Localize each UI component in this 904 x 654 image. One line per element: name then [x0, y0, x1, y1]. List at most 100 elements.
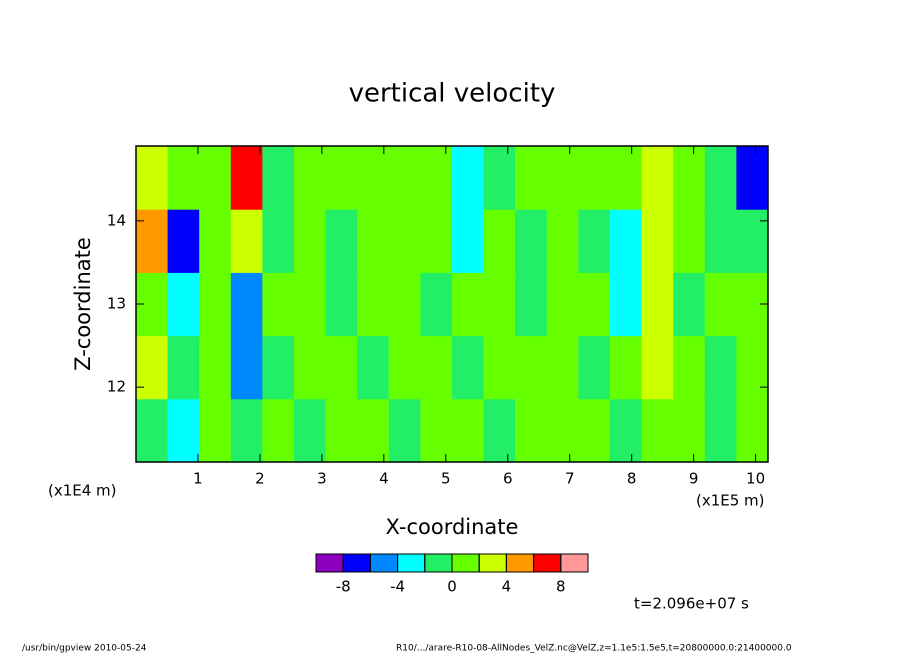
heat-cell [294, 398, 327, 463]
heat-cell [483, 209, 516, 273]
time-label: t=2.096e+07 s [634, 595, 749, 613]
colorbar-box [424, 553, 453, 573]
heat-cell [262, 209, 295, 273]
heat-cell [357, 209, 390, 273]
heat-cell [262, 146, 295, 210]
heat-cell [167, 272, 200, 337]
heat-cell [704, 272, 737, 337]
heat-cell [736, 335, 769, 400]
heat-cell [388, 146, 421, 210]
heat-cell [325, 146, 358, 210]
x-tick-label: 8 [627, 470, 637, 488]
heat-cell [388, 398, 421, 463]
heat-cell [546, 398, 579, 463]
heat-cell [325, 272, 358, 337]
colorbar-box [315, 553, 344, 573]
heat-cell [388, 209, 421, 273]
heat-cell [136, 209, 169, 273]
heat-cell [199, 335, 232, 400]
heat-cell [546, 335, 579, 400]
heat-cell [641, 209, 674, 273]
colorbar-box [397, 553, 426, 573]
heat-cell [736, 209, 769, 273]
heat-cell [167, 398, 200, 463]
heat-cell [294, 335, 327, 400]
heat-cell [294, 272, 327, 337]
heat-cell [673, 146, 706, 210]
heat-cell [483, 146, 516, 210]
heat-cell [294, 209, 327, 273]
heat-cell [515, 146, 548, 210]
heat-cell [704, 398, 737, 463]
heat-cell [420, 398, 453, 463]
x-tick-label: 6 [503, 470, 513, 488]
y-tick-label: 12 [107, 378, 126, 396]
heat-cell [167, 335, 200, 400]
colorbar-label: 0 [447, 578, 457, 596]
heat-cell [136, 398, 169, 463]
heat-cell [325, 209, 358, 273]
heat-cell [515, 209, 548, 273]
x-tick-label: 2 [255, 470, 265, 488]
heat-cell [673, 335, 706, 400]
heat-cell [230, 146, 263, 210]
heat-cell [388, 335, 421, 400]
heat-cell [199, 146, 232, 210]
heat-cell [294, 146, 327, 210]
heat-cell [483, 335, 516, 400]
heat-cell [199, 209, 232, 273]
x-tick-label: 1 [193, 470, 203, 488]
heat-cell [357, 398, 390, 463]
x-unit: (x1E5 m) [696, 492, 765, 510]
heat-cell [578, 272, 611, 337]
heat-cell [357, 146, 390, 210]
colorbar-box [369, 553, 399, 573]
heat-cell [325, 335, 358, 400]
chart-title: vertical velocity [349, 79, 556, 109]
heat-cell [452, 146, 485, 210]
y-tick-label: 13 [107, 295, 126, 313]
heat-cell [641, 146, 674, 210]
heat-cell [420, 272, 453, 337]
heat-cell [736, 398, 769, 463]
x-tick-label: 3 [317, 470, 327, 488]
heat-cell [578, 398, 611, 463]
heat-cell [704, 146, 737, 210]
colorbar-label: -4 [390, 578, 405, 596]
x-tick-label: 4 [379, 470, 389, 488]
heat-cell [136, 335, 169, 400]
colorbar-box [342, 553, 371, 573]
heat-cell [199, 398, 232, 463]
heat-cell [515, 398, 548, 463]
heat-cell [610, 272, 643, 337]
y-tick-label: 14 [107, 211, 126, 229]
heat-cell [230, 398, 263, 463]
heat-cell [452, 272, 485, 337]
heat-cell [357, 272, 390, 337]
heat-cell [452, 398, 485, 463]
colorbar-box [505, 553, 535, 573]
heat-cell [420, 335, 453, 400]
heat-cell [262, 335, 295, 400]
heat-cell [452, 335, 485, 400]
colorbar-box [533, 553, 562, 573]
heat-cell [578, 146, 611, 210]
heat-cell [230, 272, 263, 337]
heat-cell [357, 335, 390, 400]
x-tick-label: 7 [565, 470, 575, 488]
heat-cell [546, 272, 579, 337]
heat-cell [420, 146, 453, 210]
footer-left: /usr/bin/gpview 2010-05-24 [22, 644, 147, 654]
heat-cell [167, 146, 200, 210]
heat-cell [483, 272, 516, 337]
heat-cell [546, 146, 579, 210]
footer-right: R10/.../arare-R10-08-AllNodes_VelZ.nc@Ve… [396, 644, 792, 654]
y-axis-label: Z-coordinate [71, 237, 95, 371]
heat-cell [136, 146, 169, 210]
heat-cell [610, 209, 643, 273]
heat-cell [610, 146, 643, 210]
heat-cell [388, 272, 421, 337]
heat-cell [704, 335, 737, 400]
heat-cell [736, 146, 769, 210]
